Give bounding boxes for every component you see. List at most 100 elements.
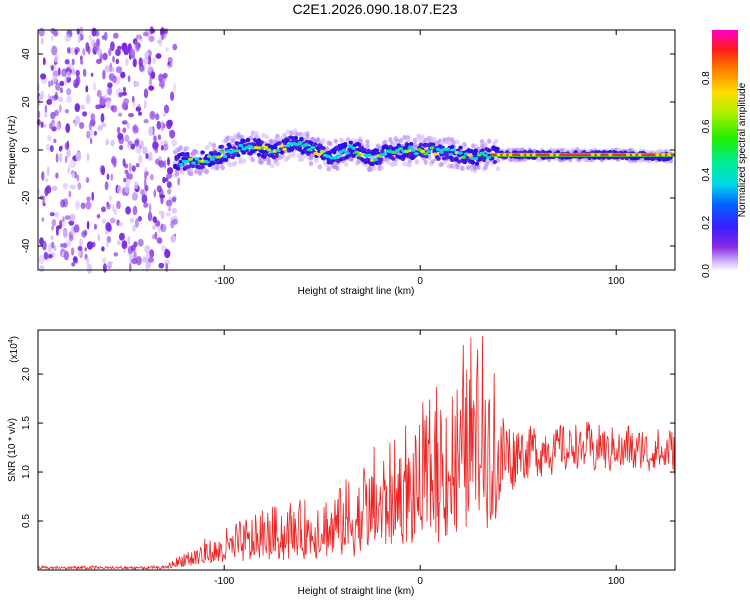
noise-speckle (152, 141, 159, 149)
signal-peak (413, 152, 419, 156)
noise-speckle (39, 265, 45, 273)
noise-speckle (75, 69, 80, 77)
noise-speckle (40, 37, 44, 45)
noise-speckle (129, 217, 135, 223)
signal-halo (455, 139, 460, 145)
noise-speckle (131, 258, 138, 265)
signal-peak (448, 152, 454, 156)
signal-halo (465, 165, 471, 171)
signal-core (495, 146, 500, 151)
noise-speckle (82, 111, 88, 117)
signal-peak (235, 149, 240, 153)
noise-speckle (80, 104, 85, 110)
signal-peak (247, 144, 253, 148)
signal-peak (410, 148, 416, 152)
spectrogram-x-tick-label: -100 (214, 276, 234, 287)
signal-peak (285, 144, 291, 148)
noise-speckle (169, 129, 176, 139)
noise-speckle (160, 27, 166, 35)
signal-halo (241, 158, 247, 164)
noise-speckle (59, 87, 64, 94)
noise-speckle (69, 213, 76, 222)
noise-speckle (143, 88, 149, 99)
noise-speckle (51, 185, 58, 191)
spectrogram-x-ticks: -100 0 100 (214, 30, 625, 287)
signal-halo (315, 137, 321, 143)
noise-speckle (85, 201, 92, 210)
noise-speckle (132, 100, 136, 108)
steady-track-peak (602, 153, 607, 157)
noise-speckle (125, 177, 131, 186)
signal-peak (216, 155, 222, 159)
snr-y-tick-label: 1.5 (21, 416, 32, 430)
noise-speckle (105, 138, 109, 146)
signal-halo (420, 134, 425, 140)
noise-speckle (160, 210, 165, 220)
signal-core (436, 156, 441, 161)
signal-peak (457, 151, 463, 155)
noise-speckle (55, 82, 61, 91)
signal-halo (275, 133, 280, 139)
colorbar-tick-label: 0.2 (701, 215, 712, 229)
signal-core (351, 153, 356, 158)
signal-peak (282, 147, 287, 151)
noise-speckle (82, 68, 87, 77)
signal-peak (354, 150, 360, 154)
noise-speckle (51, 218, 57, 227)
noise-speckle (60, 145, 63, 150)
signal-halo (236, 134, 241, 140)
signal-halo (432, 137, 437, 143)
signal-halo (391, 141, 397, 147)
noise-speckle (55, 153, 59, 163)
signal-core (492, 160, 498, 164)
snr-exponent-label: (x104) (8, 336, 20, 363)
noise-speckle (172, 43, 178, 51)
noise-speckle (143, 119, 149, 124)
signal-halo (451, 164, 457, 169)
signal-core (418, 142, 423, 147)
signal-core (444, 155, 450, 160)
signal-halo (471, 143, 476, 149)
noise-speckle (62, 229, 68, 239)
noise-speckle (93, 42, 100, 52)
noise-speckle (85, 85, 89, 93)
signal-core (522, 149, 528, 154)
noise-speckle (97, 125, 103, 131)
colorbar-tick-label: 0.0 (701, 264, 712, 278)
noise-speckle (102, 263, 107, 273)
noise-speckle (167, 64, 170, 70)
noise-speckle (125, 206, 131, 215)
signal-peak (191, 161, 197, 165)
noise-speckle (64, 215, 71, 221)
noise-speckle (134, 139, 140, 147)
noise-speckle (68, 190, 72, 198)
noise-speckle (75, 200, 80, 210)
noise-speckle (108, 48, 112, 56)
noise-speckle (155, 53, 162, 59)
noise-speckle (47, 134, 52, 142)
chart-title: C2E1.2026.090.18.07.E23 (292, 1, 457, 17)
signal-core (175, 166, 181, 171)
signal-core (480, 148, 485, 153)
signal-halo (476, 164, 481, 170)
noise-speckle (169, 60, 173, 68)
noise-speckle (143, 202, 149, 208)
spectrogram-y-label: Frequency (Hz) (7, 116, 18, 185)
signal-halo (393, 161, 398, 167)
noise-speckle (38, 27, 45, 37)
noise-speckle (83, 229, 88, 236)
noise-speckle (70, 46, 75, 56)
noise-speckle (91, 191, 94, 201)
noise-speckle (123, 248, 126, 254)
signal-core (469, 149, 474, 153)
noise-speckle (39, 237, 44, 246)
signal-peak (404, 149, 410, 153)
signal-peak (335, 154, 341, 158)
signal-halo (194, 149, 199, 155)
signal-halo (455, 164, 460, 170)
noise-speckle (147, 64, 152, 73)
signal-halo (204, 145, 210, 150)
noise-speckle (149, 249, 155, 258)
noise-speckle (139, 58, 143, 67)
snr-series-line (37, 336, 675, 571)
